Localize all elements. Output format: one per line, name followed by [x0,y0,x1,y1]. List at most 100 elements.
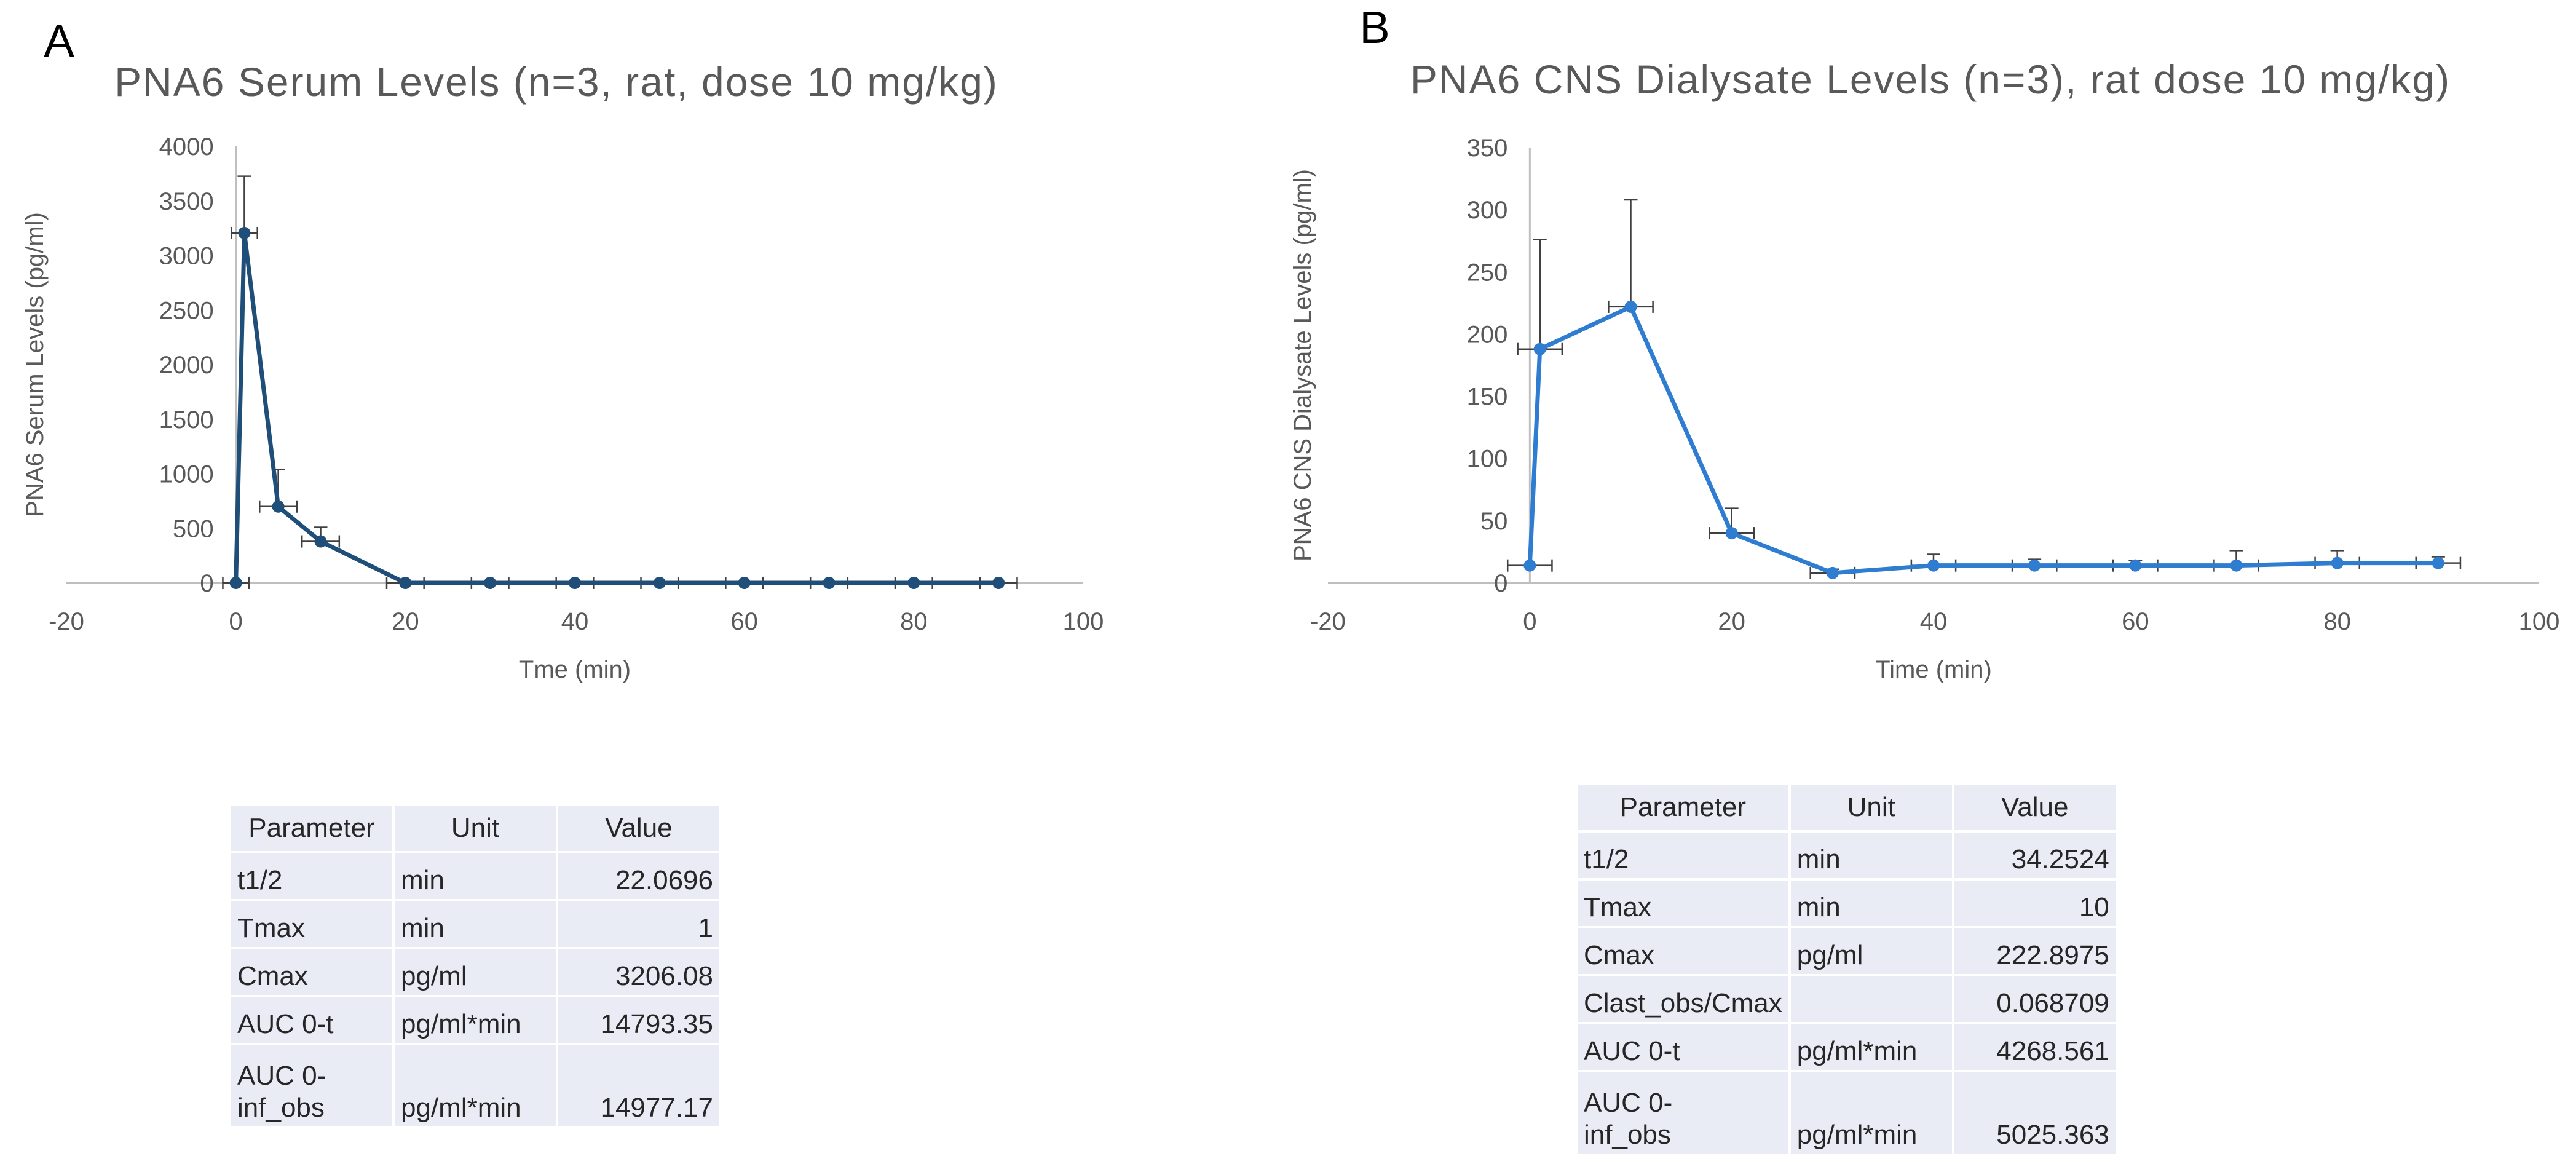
table-cell: Cmax [231,949,392,995]
panel-b-y-tick-label: 250 [1467,259,1508,286]
table-row: Tmax min 10 [1578,881,2116,926]
panel-b-x-tick-label: 40 [1920,608,1948,635]
panel-b-x-tick-label: 80 [2323,608,2351,635]
table-row: AUC 0- inf_obs pg/ml*min 14977.17 [231,1045,719,1126]
panel-a-series-line [234,231,999,585]
panel-a-label: A [44,15,74,66]
table-header-row: Parameter Unit Value [1578,785,2116,830]
table-cell: 5025.363 [1954,1072,2116,1154]
panel-a-y-tick-label: 3000 [159,243,214,270]
panel-b-x-tick-label: 60 [2122,608,2149,635]
table-cell: 14977.17 [558,1045,719,1126]
panel-b-data-point [1523,559,1536,572]
panel-a-data-point [738,577,751,589]
table-row: Clast_obs/Cmax 0.068709 [1578,976,2116,1022]
panel-b-x-tick-label: -20 [1310,608,1346,635]
table-row: AUC 0- inf_obs pg/ml*min 5025.363 [1578,1072,2116,1154]
panel-a-x-tick-label: 0 [229,608,243,635]
panel-a-data-point [653,577,666,589]
panel-b-data-point [1624,300,1637,313]
panel-b-data-point [2028,559,2041,572]
panel-b-x-axis-title: Time (min) [1875,656,1992,683]
table-cell: min [395,901,556,947]
panel-b-y-tick-label: 350 [1467,135,1508,162]
table-cell: AUC 0- inf_obs [231,1045,392,1126]
panel-a-data-point [907,577,920,589]
panel-b-y-tick-label: 150 [1467,384,1508,411]
table-cell: 10 [1954,881,2116,926]
panel-b-title: PNA6 CNS Dialysate Levels (n=3), rat dos… [1410,57,2451,102]
panel-a-x-tick-label: 80 [900,608,928,635]
table-cell: 34.2524 [1954,833,2116,878]
panel-b-data-point [2331,556,2344,569]
panel-a-x-tick-label: 40 [561,608,589,635]
pk-parameter-table-b: Parameter Unit Value t1/2 min 34.2524 Tmax min 1… [1575,782,2118,1156]
panel-b-y-tick-label: 50 [1480,508,1508,535]
panel-a-data-point [992,577,1005,589]
table-row: AUC 0-t pg/ml*min 14793.35 [231,997,719,1043]
table-row: AUC 0-t pg/ml*min 4268.561 [1578,1024,2116,1070]
table-header-cell: Value [1954,785,2116,830]
panel-a-data-point [314,535,327,548]
table-row: Cmax pg/ml 3206.08 [231,949,719,995]
table-cell: pg/ml*min [1790,1024,1952,1070]
panel-b-data-point [1927,559,1940,572]
panel-a-y-tick-label: 2000 [159,352,214,379]
panel-b-data-point [1725,527,1738,540]
table-cell: 3206.08 [558,949,719,995]
table-cell: pg/ml [1790,928,1952,974]
panel-b-x-tick-label: 20 [1718,608,1745,635]
table-cell: pg/ml*min [395,997,556,1043]
panel-b-x-tick-label: 100 [2519,608,2560,635]
table-cell: 1 [558,901,719,947]
panel-b-x-tick-label: 0 [1523,608,1536,635]
table-header-cell: Value [558,806,719,851]
panel-a-data-point [272,500,285,513]
panel-a-y-tick-label: 500 [173,515,214,542]
panel-b-data-point [1533,342,1546,355]
table-cell: min [1790,833,1952,878]
table-header-cell: Parameter [1578,785,1788,830]
panel-a-x-tick-label: -20 [49,608,84,635]
table-header-cell: Parameter [231,806,392,851]
panel-b-series-line [1527,304,2438,576]
panel-b-label: B [1359,2,1389,53]
panel-a-title: PNA6 Serum Levels (n=3, rat, dose 10 mg/… [114,59,998,105]
panel-a-data-point [229,577,242,589]
table-cell: AUC 0-t [231,997,392,1043]
table-cell: t1/2 [231,853,392,899]
table-cell: AUC 0-t [1578,1024,1788,1070]
panel-a-y-tick-label: 0 [200,570,213,597]
table-cell: pg/ml*min [395,1045,556,1126]
pk-parameter-table-a: Parameter Unit Value t1/2 min 22.0696 Tmax min 1… [229,803,722,1129]
table-row: t1/2 min 22.0696 [231,853,719,899]
panel-a-y-axis-title: PNA6 Serum Levels (pg/ml) [22,212,49,517]
panel-b-y-tick-label: 0 [1494,570,1507,597]
table-cell: min [395,853,556,899]
panel-b-data-point [1826,566,1839,579]
table-row: t1/2 min 34.2524 [1578,833,2116,878]
panel-b-y-tick-label: 300 [1467,197,1508,224]
panel-a-data-point [399,577,412,589]
table-cell: t1/2 [1578,833,1788,878]
table-cell: 14793.35 [558,997,719,1043]
panel-a-y-tick-label: 3500 [159,188,214,215]
table-cell: AUC 0- inf_obs [1578,1072,1788,1154]
panel-b-y-tick-label: 100 [1467,446,1508,473]
table-cell: min [1790,881,1952,926]
panel-a-y-tick-label: 1000 [159,461,214,488]
panel-a-x-tick-label: 100 [1063,608,1104,635]
table-header-cell: Unit [1790,785,1952,830]
panel-a-y-tick-label: 4000 [159,133,214,160]
panel-b-y-axis-title: PNA6 CNS Dialysate Levels (pg/ml) [1289,169,1316,561]
table-cell: 4268.561 [1954,1024,2116,1070]
panel-b-y-tick-label: 200 [1467,321,1508,348]
table-cell: Tmax [231,901,392,947]
panel-a-data-point [238,226,251,239]
table-header-row: Parameter Unit Value [231,806,719,851]
panel-a-y-tick-label: 1500 [159,406,214,434]
panel-b-data-point [2129,559,2142,572]
panel-b-data-point [2230,559,2243,572]
panel-a-y-tick-label: 2500 [159,297,214,324]
